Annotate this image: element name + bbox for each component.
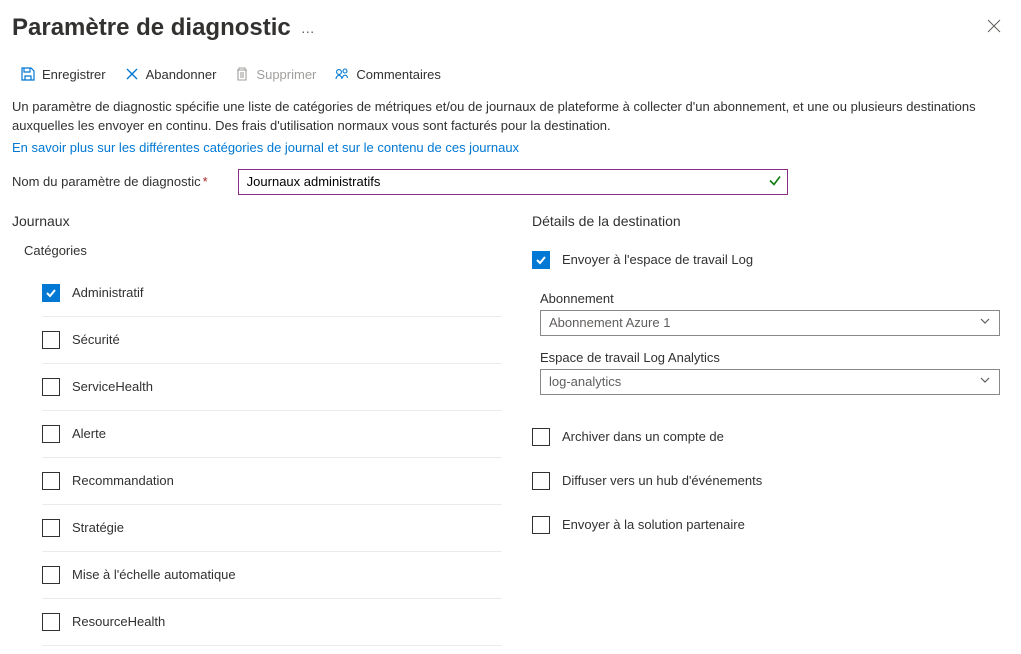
feedback-label: Commentaires [356, 67, 441, 82]
destination-title: Détails de la destination [532, 213, 1009, 229]
other-destinations: Archiver dans un compte de Diffuser vers… [532, 415, 1009, 547]
name-input-wrap [238, 169, 788, 195]
category-row: Recommandation [42, 458, 502, 505]
category-list: Administratif Sécurité ServiceHealth Alerte… [42, 270, 502, 646]
partner-checkbox[interactable] [532, 516, 550, 534]
category-checkbox[interactable] [42, 472, 60, 490]
close-icon[interactable] [979, 15, 1009, 42]
workspace-group: Espace de travail Log Analytics log-anal… [532, 350, 1009, 395]
category-label: ResourceHealth [72, 614, 165, 629]
name-field-row: Nom du paramètre de diagnostic* [12, 169, 1009, 195]
chevron-down-icon [979, 374, 991, 389]
discard-button[interactable]: Abandonner [124, 66, 217, 82]
destination-column: Détails de la destination Envoyer à l'es… [532, 213, 1009, 646]
delete-button: Supprimer [234, 66, 316, 82]
category-checkbox[interactable] [42, 331, 60, 349]
main-columns: Journaux Catégories Administratif Sécurit… [12, 213, 1009, 646]
subscription-label: Abonnement [540, 291, 1009, 306]
discard-label: Abandonner [146, 67, 217, 82]
archive-storage-checkbox[interactable] [532, 428, 550, 446]
description-text: Un paramètre de diagnostic spécifie une … [12, 98, 1009, 136]
header-left: Paramètre de diagnostic … [12, 14, 316, 42]
name-field-label: Nom du paramètre de diagnostic* [12, 174, 208, 189]
destination-block: Envoyer à l'espace de travail Log Abonne… [532, 243, 1009, 547]
category-row: Mise à l'échelle automatique [42, 552, 502, 599]
subscription-group: Abonnement Abonnement Azure 1 [532, 291, 1009, 336]
discard-icon [124, 66, 140, 82]
save-icon [20, 66, 36, 82]
category-checkbox[interactable] [42, 613, 60, 631]
trash-icon [234, 66, 250, 82]
event-hub-checkbox[interactable] [532, 472, 550, 490]
feedback-icon [334, 66, 350, 82]
page-title: Paramètre de diagnostic [12, 14, 291, 42]
category-label: Recommandation [72, 473, 174, 488]
categories-label: Catégories [24, 243, 502, 258]
more-icon[interactable]: … [301, 20, 316, 36]
category-row: Sécurité [42, 317, 502, 364]
category-label: Sécurité [72, 332, 120, 347]
dialog-header: Paramètre de diagnostic … [12, 8, 1009, 60]
partner-label: Envoyer à la solution partenaire [562, 517, 745, 532]
category-label: Alerte [72, 426, 106, 441]
save-button[interactable]: Enregistrer [20, 66, 106, 82]
send-to-log-row: Envoyer à l'espace de travail Log [532, 243, 1009, 277]
delete-label: Supprimer [256, 67, 316, 82]
category-checkbox[interactable] [42, 284, 60, 302]
chevron-down-icon [979, 315, 991, 330]
category-row: ResourceHealth [42, 599, 502, 646]
category-checkbox[interactable] [42, 566, 60, 584]
category-label: Mise à l'échelle automatique [72, 567, 236, 582]
category-label: Stratégie [72, 520, 124, 535]
category-checkbox[interactable] [42, 378, 60, 396]
category-label: Administratif [72, 285, 144, 300]
workspace-value: log-analytics [549, 374, 621, 389]
event-hub-row: Diffuser vers un hub d'événements [532, 459, 1009, 503]
archive-storage-label: Archiver dans un compte de [562, 429, 724, 444]
event-hub-label: Diffuser vers un hub d'événements [562, 473, 762, 488]
category-label: ServiceHealth [72, 379, 153, 394]
subscription-select[interactable]: Abonnement Azure 1 [540, 310, 1000, 336]
send-to-log-label: Envoyer à l'espace de travail Log [562, 252, 753, 267]
learn-more-link[interactable]: En savoir plus sur les différentes catég… [12, 140, 519, 155]
workspace-select[interactable]: log-analytics [540, 369, 1000, 395]
category-row: Stratégie [42, 505, 502, 552]
required-star: * [203, 174, 208, 189]
category-row: Alerte [42, 411, 502, 458]
category-row: Administratif [42, 270, 502, 317]
feedback-button[interactable]: Commentaires [334, 66, 441, 82]
category-checkbox[interactable] [42, 425, 60, 443]
save-label: Enregistrer [42, 67, 106, 82]
workspace-label: Espace de travail Log Analytics [540, 350, 1009, 365]
subscription-value: Abonnement Azure 1 [549, 315, 670, 330]
category-row: ServiceHealth [42, 364, 502, 411]
partner-row: Envoyer à la solution partenaire [532, 503, 1009, 547]
command-bar: Enregistrer Abandonner Supprimer Comment… [12, 60, 1009, 88]
diagnostic-name-input[interactable] [238, 169, 788, 195]
logs-title: Journaux [12, 213, 502, 229]
archive-storage-row: Archiver dans un compte de [532, 415, 1009, 459]
category-checkbox[interactable] [42, 519, 60, 537]
send-to-log-checkbox[interactable] [532, 251, 550, 269]
logs-column: Journaux Catégories Administratif Sécurit… [12, 213, 502, 646]
